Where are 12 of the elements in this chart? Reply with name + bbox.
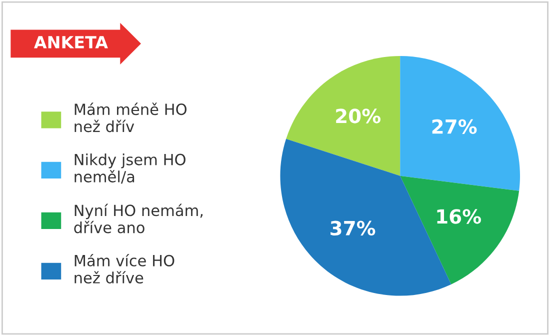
legend-label: Mám méně HO než dřív: [74, 102, 186, 132]
pie-slice: [400, 176, 520, 284]
data-label: 27%: [432, 119, 477, 134]
data-label: 20%: [336, 108, 380, 124]
legend-label: Nyní HO nemám, dříve ano: [74, 204, 203, 234]
pie-slice: [286, 56, 400, 176]
legend-label: Nikdy jsem HO neměl/a: [74, 154, 186, 184]
chart-title: ANKETA: [34, 36, 108, 48]
pie-slice: [400, 56, 520, 191]
legend-label: Mám více HO než dříve: [74, 254, 174, 284]
data-label: 16%: [437, 209, 481, 224]
data-label: 37%: [330, 220, 376, 236]
